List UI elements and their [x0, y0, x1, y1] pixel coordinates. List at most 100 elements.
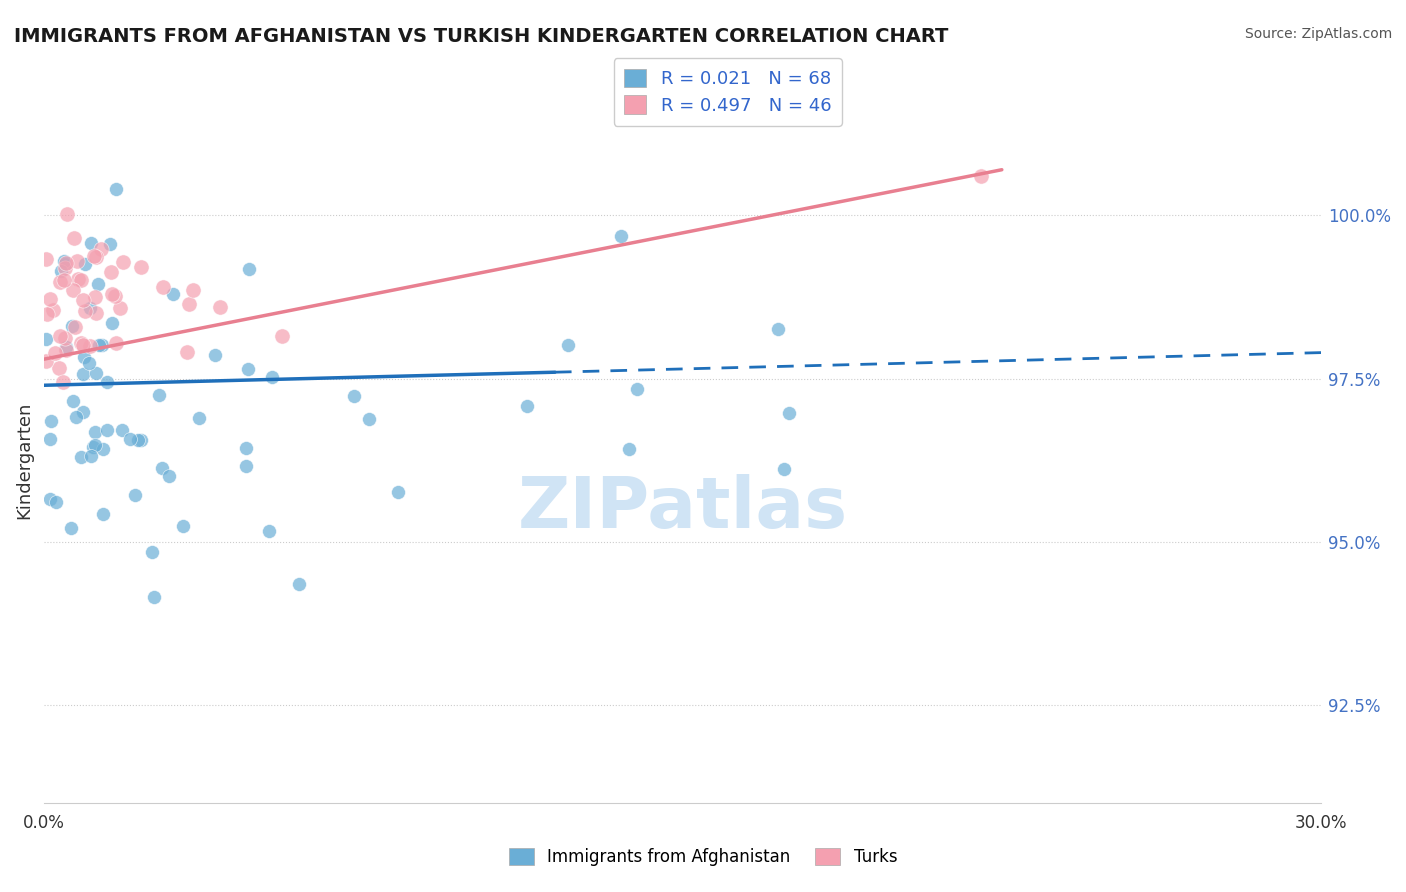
Point: [55, 343, 77, 357]
Point: [35, 353, 58, 368]
Point: [80, 449, 103, 463]
Point: [766, 322, 789, 336]
Point: [48, 360, 70, 375]
Point: [73, 257, 96, 271]
Point: [619, 442, 641, 456]
Point: [37, 307, 59, 321]
Point: [260, 370, 283, 384]
Point: [86, 366, 108, 380]
Point: [87, 277, 110, 291]
Point: [65, 409, 87, 424]
Point: [111, 423, 134, 437]
Point: [62, 393, 84, 408]
Point: [89, 337, 111, 351]
Point: [53, 272, 76, 286]
Point: [148, 388, 170, 402]
Point: [387, 484, 409, 499]
Y-axis label: Kindergarten: Kindergarten: [15, 401, 32, 519]
Point: [41, 302, 63, 317]
Legend: Immigrants from Afghanistan, Turks: Immigrants from Afghanistan, Turks: [501, 840, 905, 875]
Point: [73, 351, 96, 365]
Point: [626, 382, 648, 396]
Point: [35, 332, 58, 346]
Point: [86, 250, 108, 264]
Point: [208, 300, 231, 314]
Point: [70, 273, 93, 287]
Point: [53, 257, 76, 271]
Point: [55, 340, 77, 354]
Point: [778, 406, 800, 420]
Point: [129, 260, 152, 275]
Point: [39, 491, 62, 506]
Point: [235, 441, 257, 455]
Point: [83, 249, 105, 263]
Point: [105, 182, 128, 196]
Point: [84, 290, 107, 304]
Point: [129, 433, 152, 447]
Point: [172, 519, 194, 533]
Point: [188, 410, 211, 425]
Point: [90, 242, 112, 256]
Point: [181, 284, 204, 298]
Point: [238, 261, 260, 276]
Point: [772, 462, 794, 476]
Point: [80, 235, 103, 250]
Point: [39, 432, 62, 446]
Point: [177, 297, 200, 311]
Point: [55, 331, 77, 345]
Point: [84, 425, 107, 439]
Point: [72, 405, 94, 419]
Point: [60, 319, 83, 334]
Point: [35, 252, 58, 266]
Point: [52, 254, 75, 268]
Point: [343, 389, 366, 403]
Point: [56, 207, 79, 221]
Point: [969, 169, 991, 184]
Point: [152, 280, 174, 294]
Point: [142, 591, 165, 605]
Point: [238, 362, 260, 376]
Point: [141, 545, 163, 559]
Point: [91, 507, 114, 521]
Point: [44, 346, 66, 360]
Point: [49, 275, 72, 289]
Point: [52, 376, 75, 390]
Point: [235, 458, 257, 473]
Point: [72, 338, 94, 352]
Point: [49, 264, 72, 278]
Point: [516, 399, 538, 413]
Point: [357, 411, 380, 425]
Point: [79, 356, 101, 370]
Point: [288, 576, 311, 591]
Point: [610, 228, 633, 243]
Point: [176, 344, 198, 359]
Point: [108, 301, 131, 315]
Point: [118, 432, 141, 446]
Point: [84, 437, 107, 451]
Point: [70, 450, 93, 465]
Point: [104, 289, 127, 303]
Point: [111, 255, 134, 269]
Point: [82, 440, 104, 454]
Point: [259, 524, 281, 538]
Point: [96, 423, 118, 437]
Point: [204, 348, 226, 362]
Point: [72, 293, 94, 307]
Point: [67, 272, 90, 286]
Point: [55, 256, 77, 270]
Point: [53, 261, 76, 276]
Text: ZIPatlas: ZIPatlas: [517, 474, 848, 543]
Point: [157, 469, 180, 483]
Text: Source: ZipAtlas.com: Source: ZipAtlas.com: [1244, 27, 1392, 41]
Point: [557, 338, 579, 352]
Point: [127, 433, 149, 447]
Point: [72, 368, 94, 382]
Point: [271, 329, 294, 343]
Point: [73, 304, 96, 318]
Point: [91, 442, 114, 456]
Point: [105, 336, 128, 351]
Legend: R = 0.021   N = 68, R = 0.497   N = 46: R = 0.021 N = 68, R = 0.497 N = 46: [613, 58, 842, 126]
Point: [101, 316, 124, 330]
Point: [96, 375, 118, 389]
Point: [124, 488, 146, 502]
